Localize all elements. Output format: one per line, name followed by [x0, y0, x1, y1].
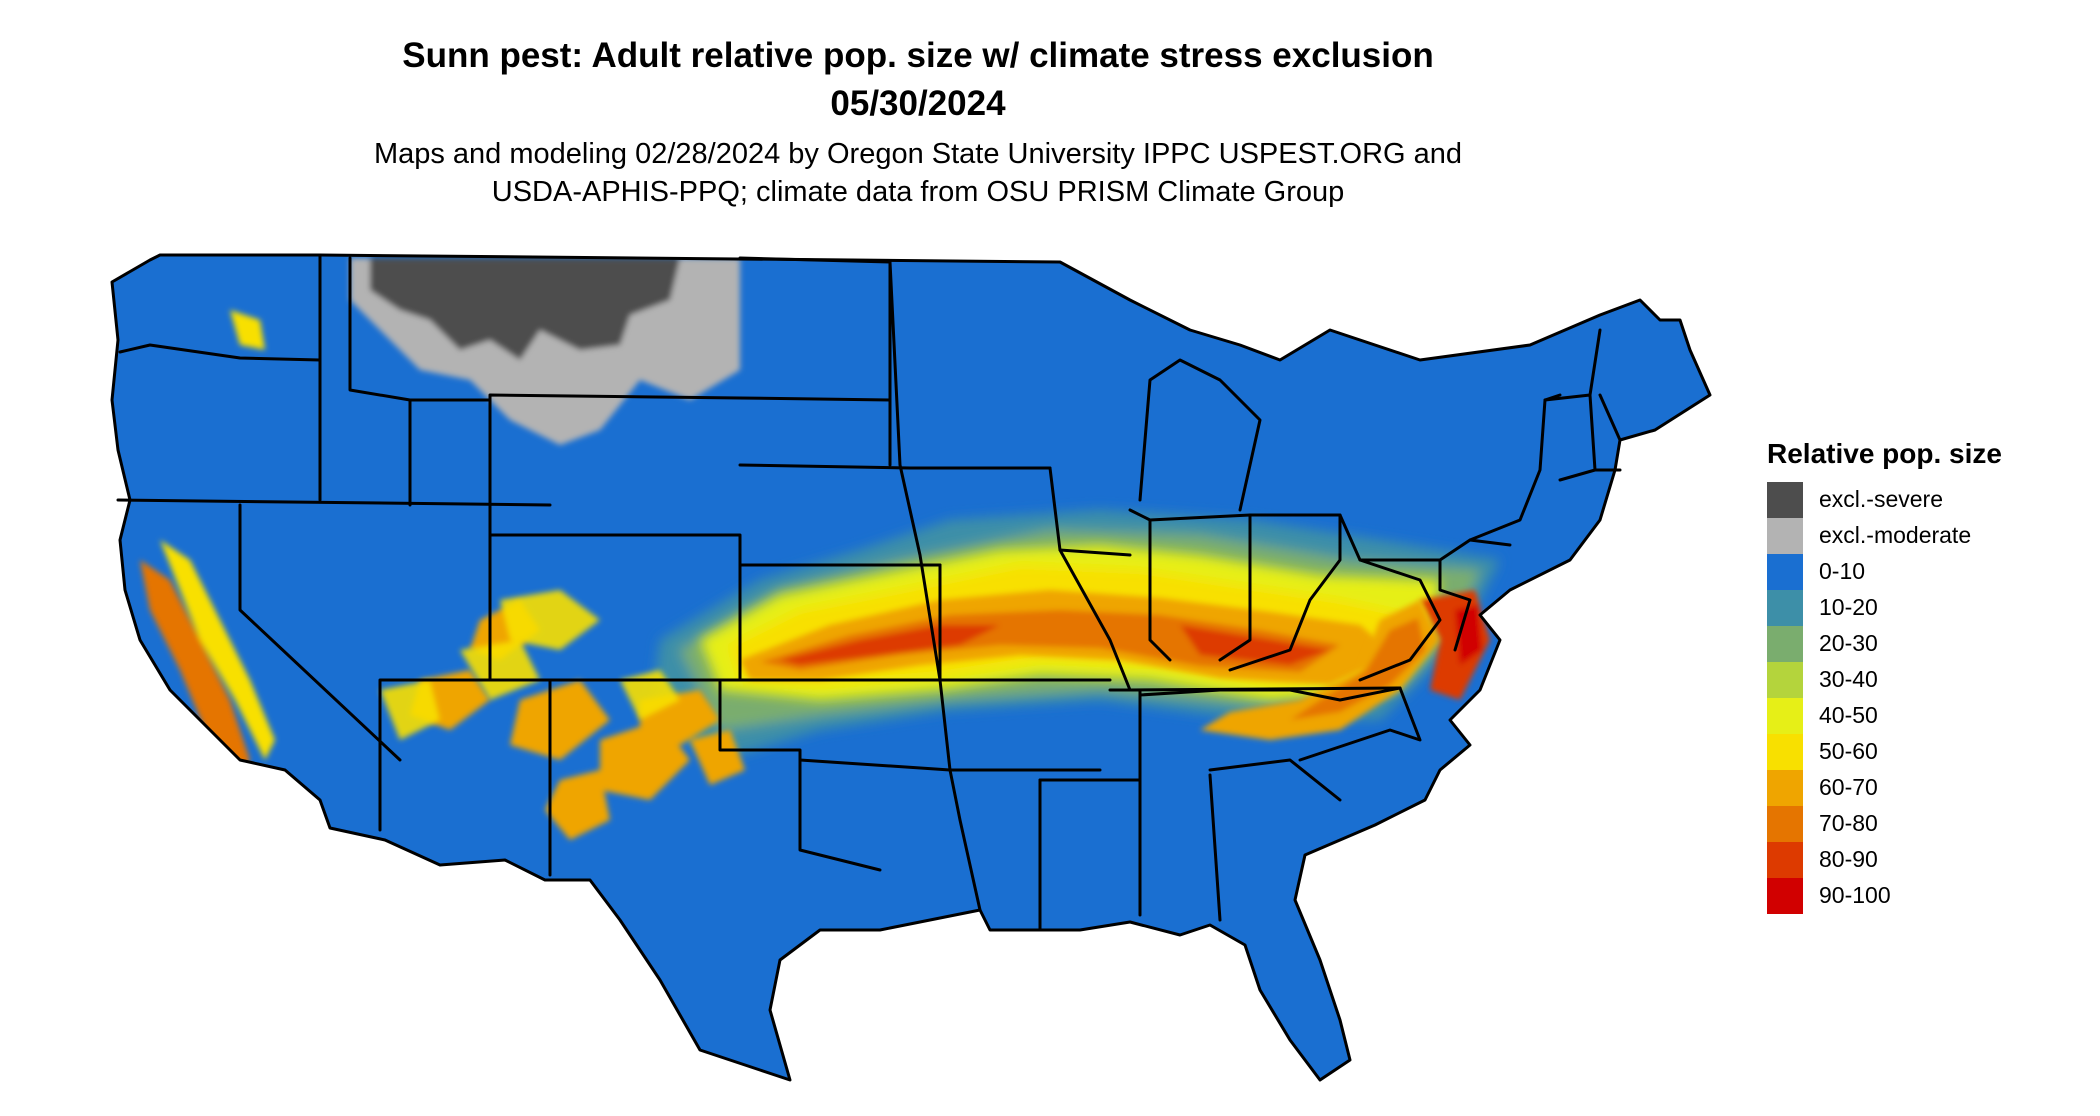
legend-swatch — [1767, 518, 1803, 554]
legend-swatch — [1767, 698, 1803, 734]
legend-item: 0-10 — [1767, 554, 2002, 590]
legend-item: 60-70 — [1767, 770, 2002, 806]
legend-item: 70-80 — [1767, 806, 2002, 842]
legend-items: excl.-severe excl.-moderate 0-10 10-20 20-30… — [1767, 482, 2002, 914]
legend-swatch — [1767, 662, 1803, 698]
legend-item: 20-30 — [1767, 626, 2002, 662]
legend-item: 50-60 — [1767, 734, 2002, 770]
subtitle-line-1: Maps and modeling 02/28/2024 by Oregon S… — [373, 138, 1463, 170]
legend-swatch — [1767, 590, 1803, 626]
legend-label: 40-50 — [1819, 702, 1878, 728]
legend-swatch — [1767, 878, 1803, 914]
subtitle-line-2: USDA-APHIS-PPQ; climate data from OSU PR… — [491, 176, 1345, 208]
legend-label: excl.-severe — [1819, 486, 1943, 512]
legend-swatch — [1767, 770, 1803, 806]
legend-label: 60-70 — [1819, 774, 1878, 800]
legend-swatch — [1767, 734, 1803, 770]
legend: Relative pop. size excl.-severe excl.-mod… — [1767, 438, 2002, 914]
legend-label: 70-80 — [1819, 810, 1878, 836]
legend-swatch — [1767, 842, 1803, 878]
legend-label: 0-10 — [1819, 558, 1866, 584]
legend-item: 30-40 — [1767, 662, 2002, 698]
legend-label: 10-20 — [1819, 594, 1878, 620]
legend-item: 40-50 — [1767, 698, 2002, 734]
legend-item: excl.-moderate — [1767, 518, 2002, 554]
legend-swatch — [1767, 554, 1803, 590]
legend-swatch — [1767, 806, 1803, 842]
legend-label: 80-90 — [1819, 846, 1878, 872]
map-date: 05/30/2024 — [830, 84, 1006, 123]
legend-swatch — [1767, 626, 1803, 662]
legend-label: 30-40 — [1819, 666, 1878, 692]
legend-item: 80-90 — [1767, 842, 2002, 878]
legend-item: 90-100 — [1767, 878, 2002, 914]
legend-label: 90-100 — [1819, 882, 1891, 908]
legend-label: excl.-moderate — [1819, 522, 1972, 548]
legend-label: 20-30 — [1819, 630, 1878, 656]
legend-item: excl.-severe — [1767, 482, 2002, 518]
legend-swatch — [1767, 482, 1803, 518]
map-title: Sunn pest: Adult relative pop. size w/ c… — [402, 36, 1434, 75]
legend-item: 10-20 — [1767, 590, 2002, 626]
legend-title: Relative pop. size — [1767, 438, 2002, 469]
legend-label: 50-60 — [1819, 738, 1878, 764]
